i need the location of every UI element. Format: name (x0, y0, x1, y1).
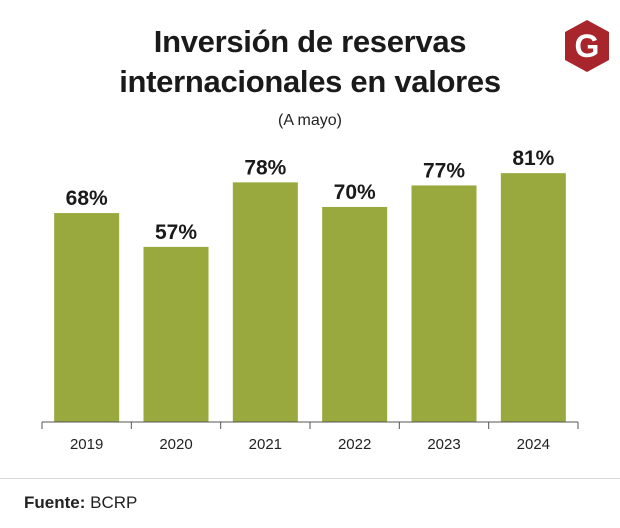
data-label-2019: 68% (66, 187, 108, 210)
data-label-2021: 78% (244, 156, 286, 179)
logo-hexagon (565, 20, 609, 72)
chart-title-line-2: internacionales en valores (119, 64, 501, 99)
chart-subtitle: (A mayo) (277, 112, 342, 129)
tick-label-2020: 2020 (159, 436, 192, 453)
footer-divider (0, 478, 620, 479)
data-label-2020: 57% (155, 221, 197, 244)
tick-label-2024: 2024 (517, 436, 550, 453)
bar-2022 (322, 206, 388, 422)
logo-letter: G (575, 28, 600, 64)
data-label-2022: 70% (334, 181, 376, 204)
bar-2023 (411, 185, 477, 422)
data-label-2023: 77% (423, 159, 465, 182)
source-note: Fuente: BCRP (24, 493, 137, 513)
bar-2021 (232, 182, 298, 422)
tick-label-2019: 2019 (70, 436, 103, 453)
bar-2019 (54, 213, 120, 422)
chart-title-line-1: Inversión de reservas (153, 24, 467, 59)
bar-2020 (143, 246, 209, 422)
tick-label-2022: 2022 (338, 436, 371, 453)
source-label: Fuente: (24, 493, 86, 512)
chart-title: Inversión de reservas internacionales en… (0, 22, 620, 102)
source-value: BCRP (90, 493, 138, 512)
tick-label-2023: 2023 (427, 436, 460, 453)
data-label-2024: 81% (512, 150, 554, 170)
bar-2024 (500, 173, 566, 422)
tick-label-2021: 2021 (249, 436, 282, 453)
brand-logo-icon: G (565, 20, 609, 72)
bar-chart: 68% 2019 57% 2020 78% 2021 70% 2022 77% 2023 81% 20… (41, 150, 579, 453)
